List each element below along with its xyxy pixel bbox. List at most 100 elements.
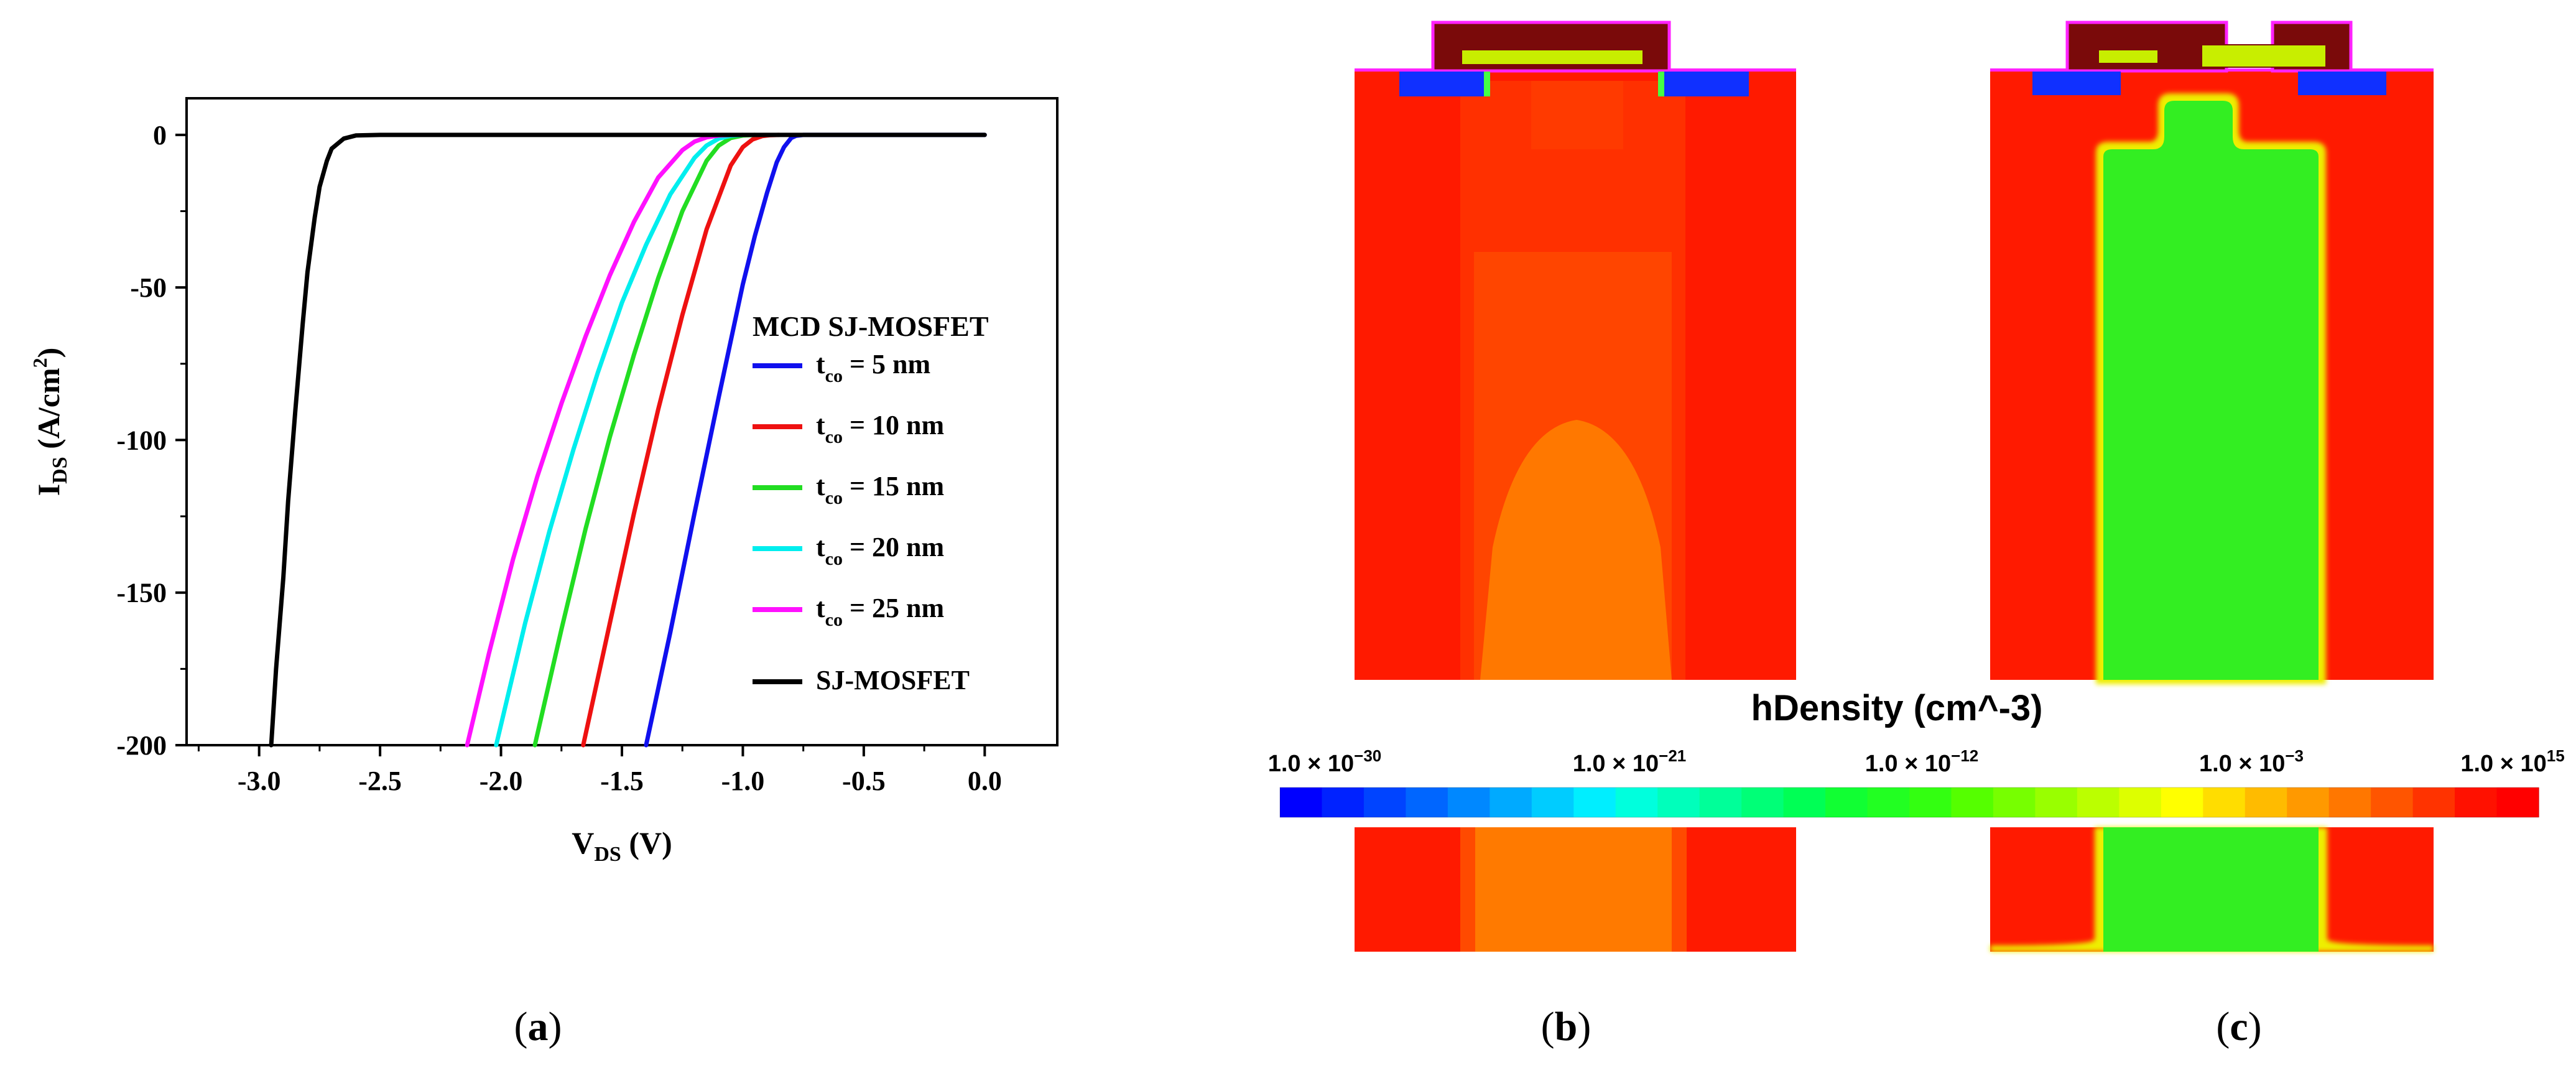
colorbar-segment — [1993, 787, 2036, 817]
legend-label-3: tco = 15 nm — [816, 471, 944, 508]
x-label-unit: (V) — [621, 825, 672, 860]
map-b-source-right — [1662, 72, 1749, 96]
colorbar-segment — [1783, 787, 1826, 817]
x-tick-label: -1.0 — [721, 766, 765, 796]
map-c-gate-electrode-left — [2098, 49, 2159, 64]
colorbar-label-2: 1.0 × 10−21 — [1573, 746, 1687, 777]
x-axis-label: VDS (V) — [572, 825, 672, 866]
x-label-main: V — [572, 825, 594, 860]
colorbar-label-5: 1.0 × 1015 — [2460, 746, 2564, 777]
x-tick-label: -0.5 — [842, 766, 886, 796]
y-tick-label: -150 — [116, 578, 167, 608]
colorbar-label-4: 1.0 × 10−3 — [2199, 746, 2304, 777]
colorbar-segments — [1280, 787, 2539, 817]
map-b-spacer-right — [1658, 72, 1664, 96]
panel-label-c-close: ) — [2248, 1004, 2262, 1049]
panel-label-b-close: ) — [1577, 1004, 1591, 1049]
density-map-b — [1355, 21, 1796, 952]
map-c-source-left — [2032, 72, 2121, 95]
colorbar-segment — [2455, 787, 2498, 817]
colorbar-segment — [2287, 787, 2330, 817]
panel-label-c-open: ( — [2216, 1004, 2230, 1049]
panel-label-b-open: ( — [1541, 1004, 1555, 1049]
colorbar-segment — [1699, 787, 1742, 817]
colorbar-segment — [2035, 787, 2078, 817]
colorbar-segment — [1322, 787, 1364, 817]
colorbar-segment — [1657, 787, 1700, 817]
map-c-source-right — [2298, 72, 2386, 95]
series-line-6 — [269, 132, 987, 748]
legend-title: MCD SJ-MOSFET — [753, 310, 989, 342]
x-tick-label: -3.0 — [238, 766, 281, 796]
map-b-gate-electrode — [1461, 49, 1644, 65]
y-label-unit-close: ) — [31, 348, 66, 358]
map-b-spacer-left — [1484, 72, 1490, 96]
colorbar-segment — [1363, 787, 1406, 817]
legend: MCD SJ-MOSFET tco = 5 nm tco = 10 nm tco =… — [753, 310, 989, 695]
colorbar-segment — [1573, 787, 1616, 817]
colorbar-frame — [1279, 787, 2539, 818]
y-label-unit-sup: 2 — [29, 358, 51, 368]
panel-label-b-letter: b — [1555, 1004, 1578, 1049]
panel-label-a-close: ) — [549, 1004, 562, 1049]
colorbar-segment — [2245, 787, 2287, 817]
colorbar-segment — [2496, 787, 2539, 817]
panel-label-c-letter: c — [2230, 1004, 2248, 1049]
y-tick-label: -50 — [130, 272, 167, 303]
colorbar-segment — [1447, 787, 1490, 817]
colorbar-segment — [2371, 787, 2414, 817]
panel-label-a-letter: a — [528, 1004, 549, 1049]
map-b-lower-edge-right — [1672, 827, 1687, 952]
colorbar-segment — [1280, 787, 1323, 817]
colorbar-segment — [1909, 787, 1952, 817]
colorbar-segment — [2203, 787, 2246, 817]
map-b-lower-edge-left — [1460, 827, 1475, 952]
y-label-main: I — [31, 484, 66, 496]
panel-label-b: (b) — [1541, 1004, 1591, 1049]
series-line-5 — [465, 132, 733, 748]
legend-label-5: tco = 25 nm — [816, 593, 944, 630]
legend-label-6: SJ-MOSFET — [816, 665, 970, 695]
map-b-center-neck — [1531, 81, 1623, 149]
panel-label-c: (c) — [2216, 1004, 2261, 1049]
y-label-unit: (A/cm — [31, 368, 66, 457]
colorbar-segment — [2119, 787, 2162, 817]
colorbar-segment — [1741, 787, 1784, 817]
y-tick-label: -200 — [116, 730, 167, 761]
colorbar-segment — [1531, 787, 1574, 817]
colorbar-segment — [1825, 787, 1868, 817]
y-tick-label: 0 — [153, 120, 167, 151]
axis-ticks: -3.0 -2.5 -2.0 -1.5 -1.0 -0.5 0.0 0 -50 -100 -150 -… — [116, 120, 1001, 796]
colorbar-label-3: 1.0 × 10−12 — [1865, 746, 1979, 777]
y-label-sub: DS — [49, 457, 72, 483]
density-map-c — [1990, 21, 2434, 952]
iv-chart: -3.0 -2.5 -2.0 -1.5 -1.0 -0.5 0.0 0 -50 -100 -150 -… — [29, 97, 1059, 866]
colorbar-segment — [2328, 787, 2371, 817]
map-b-source-left — [1399, 72, 1486, 96]
x-tick-label: 0.0 — [968, 766, 1002, 796]
y-tick-label: -100 — [116, 425, 167, 455]
map-c-green-core — [2103, 101, 2319, 680]
colorbar-segment — [1867, 787, 1910, 817]
legend-label-2: tco = 10 nm — [816, 410, 944, 447]
y-axis-label: IDS (A/cm2) — [29, 348, 72, 496]
map-c-lower-column — [2103, 827, 2319, 952]
colorbar-title: hDensity (cm^-3) — [1751, 688, 2043, 728]
map-b-lower-column — [1475, 827, 1672, 952]
x-tick-label: -1.5 — [600, 766, 644, 796]
series-line-3 — [532, 132, 758, 748]
colorbar-label-1: 1.0 × 10−30 — [1268, 746, 1382, 777]
legend-label-4: tco = 20 nm — [816, 532, 944, 569]
map-b-dome — [1480, 420, 1672, 680]
x-tick-label: -2.5 — [358, 766, 402, 796]
colorbar-segment — [2412, 787, 2455, 817]
map-c-gate-electrode-right — [2201, 44, 2327, 68]
panel-label-a-open: ( — [514, 1004, 528, 1049]
colorbar-segment — [1406, 787, 1448, 817]
colorbar-segment — [2077, 787, 2120, 817]
series-group — [269, 132, 987, 748]
colorbar: hDensity (cm^-3) 1.0 × 10−30 1.0 × 10−21 1… — [1268, 688, 2565, 818]
colorbar-segment — [1951, 787, 1994, 817]
legend-label-1: tco = 5 nm — [816, 349, 930, 386]
